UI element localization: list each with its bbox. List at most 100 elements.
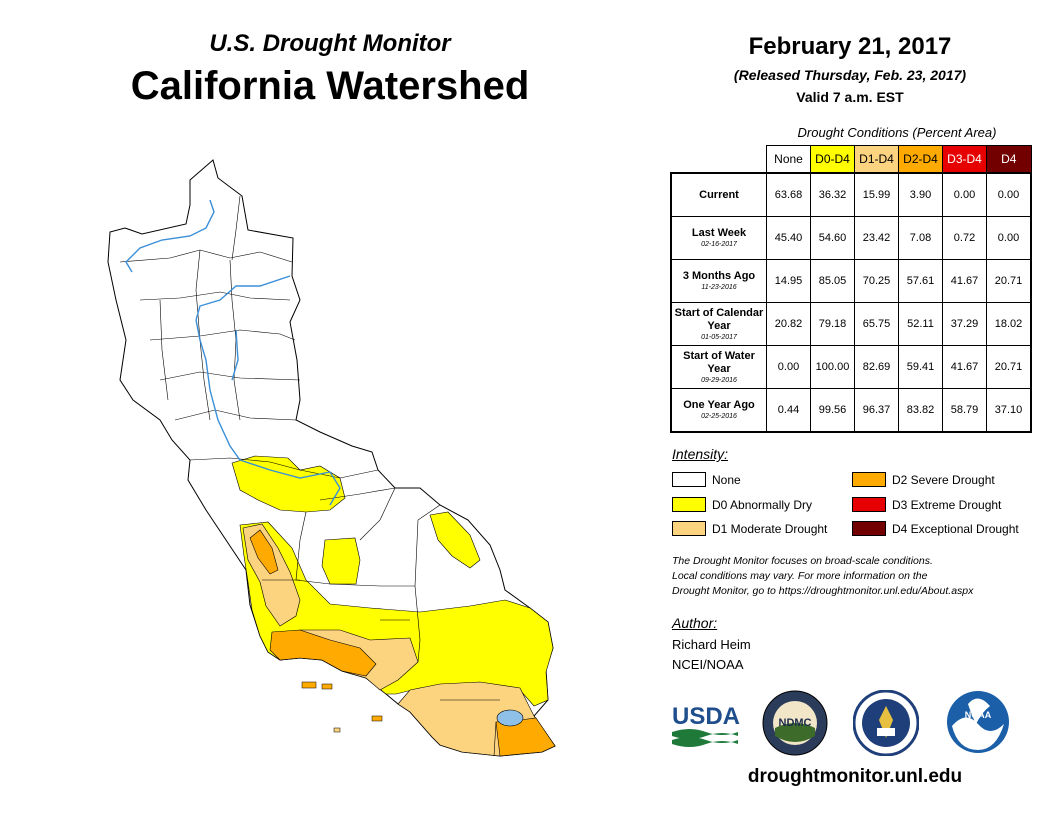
channel-islands	[301, 681, 383, 733]
table-cell: 65.75	[854, 302, 899, 346]
table-cell: 54.60	[810, 216, 855, 260]
column-header-d1-d4: D1-D4	[854, 145, 899, 174]
legend-label: D0 Abnormally Dry	[712, 497, 813, 512]
table-row: Start of Water Year 09-29-2016 0.00 100.00 8…	[670, 345, 1032, 389]
legend-item-d0: D0 Abnormally Dry	[672, 497, 812, 512]
table-cell: 37.29	[942, 302, 987, 346]
legend-item-d3: D3 Extreme Drought	[852, 497, 1001, 512]
row-date: 02-25-2016	[701, 413, 737, 420]
d0-area-east	[429, 511, 481, 569]
river-san-joaquin	[239, 459, 341, 506]
river-sacramento	[195, 319, 241, 461]
california-watershed-map	[107, 159, 556, 757]
ndmc-logo: NDMC	[762, 690, 828, 756]
valid-time: Valid 7 a.m. EST	[796, 89, 904, 105]
drought-table: None D0-D4 D1-D4 D2-D4 D3-D4 D4 Current 63.68 3…	[670, 145, 1032, 433]
table-row: Current 63.68 36.32 15.99 3.90 0.00 0.00	[670, 172, 1032, 217]
table-cell: 7.08	[898, 216, 943, 260]
row-date: 11-23-2016	[701, 284, 737, 291]
legend-swatch-d2	[852, 472, 886, 487]
row-label-text: Start of Calendar Year	[674, 306, 764, 332]
row-date: 02-16-2017	[701, 241, 737, 248]
row-label-text: Start of Water Year	[683, 349, 755, 375]
row-date: 09-29-2016	[701, 376, 737, 384]
legend-swatch-none	[672, 472, 706, 487]
legend-item-none: None	[672, 472, 741, 487]
column-header-d2-d4: D2-D4	[898, 145, 943, 174]
legend-label: D3 Extreme Drought	[892, 497, 1002, 512]
table-cell: 0.00	[766, 345, 811, 389]
map-title: California Watershed	[130, 64, 530, 108]
table-cell: 23.42	[854, 216, 899, 260]
legend-label: D1 Moderate Drought	[712, 521, 828, 536]
table-row: Start of Calendar Year 01-05-2017 20.82 79.…	[670, 302, 1032, 346]
legend-swatch-d0	[672, 497, 706, 512]
table-cell: 0.44	[766, 388, 811, 433]
legend-item-d4: D4 Exceptional Drought	[852, 521, 1019, 536]
river-klamath	[125, 199, 215, 273]
row-label-text: Current	[699, 188, 739, 201]
table-cell: 83.82	[898, 388, 943, 433]
salton-sea	[496, 709, 524, 727]
table-cell: 52.11	[898, 302, 943, 346]
footer-url[interactable]: droughtmonitor.unl.edu	[747, 766, 963, 787]
d2-area-mountain	[249, 529, 279, 575]
table-cell: 59.41	[898, 345, 943, 389]
table-cell: 20.71	[986, 259, 1032, 303]
d0-area-delta	[231, 455, 346, 513]
table-row: 3 Months Ago 11-23-2016 14.95 85.05 70.25 57.…	[670, 259, 1032, 303]
table-cell: 85.05	[810, 259, 855, 303]
table-cell: 0.00	[986, 172, 1032, 217]
table-cell: 20.82	[766, 302, 811, 346]
row-label: Last Week 02-16-2017	[670, 216, 767, 260]
drought-monitor-note: The Drought Monitor focuses on broad-sca…	[672, 554, 1042, 599]
legend-item-d1: D1 Moderate Drought	[672, 521, 827, 536]
table-cell: 99.56	[810, 388, 855, 433]
table-cell: 20.71	[986, 345, 1032, 389]
legend-swatch-d3	[852, 497, 886, 512]
legend-title: Intensity:	[672, 446, 729, 462]
rivers	[125, 199, 341, 506]
table-cell: 41.67	[942, 259, 987, 303]
row-label: Start of Water Year 09-29-2016	[670, 345, 767, 389]
d2-area-santa-barbara	[269, 629, 377, 677]
noaa-logo: NOAA	[947, 691, 1009, 753]
table-cell: 100.00	[810, 345, 855, 389]
row-label-text: One Year Ago	[683, 399, 755, 411]
legend-label: D2 Severe Drought	[892, 472, 995, 487]
river-pit	[195, 275, 291, 321]
table-cell: 37.10	[986, 388, 1032, 433]
subbasin-boundaries	[119, 195, 500, 757]
table-cell: 18.02	[986, 302, 1032, 346]
table-cell: 45.40	[766, 216, 811, 260]
map-date: February 21, 2017	[748, 33, 952, 60]
table-cell: 36.32	[810, 172, 855, 217]
column-header-d0-d4: D0-D4	[810, 145, 855, 174]
table-cell: 15.99	[854, 172, 899, 217]
table-cell: 58.79	[942, 388, 987, 433]
row-label: Current	[670, 172, 767, 217]
table-cell: 79.18	[810, 302, 855, 346]
legend-label: D4 Exceptional Drought	[892, 521, 1019, 536]
table-cell: 0.00	[942, 172, 987, 217]
legend-item-d2: D2 Severe Drought	[852, 472, 995, 487]
table-cell: 14.95	[766, 259, 811, 303]
row-label: One Year Ago 02-25-2016	[670, 388, 767, 433]
usda-logo: USDA	[672, 703, 740, 747]
table-cell: 41.67	[942, 345, 987, 389]
table-cell: 3.90	[898, 172, 943, 217]
row-label-text: 3 Months Ago	[682, 270, 756, 282]
note-line: Local conditions may vary. For more info…	[672, 570, 928, 582]
river-feather	[231, 329, 239, 381]
commerce-seal-logo	[853, 690, 919, 756]
table-cell: 0.00	[986, 216, 1032, 260]
table-row: One Year Ago 02-25-2016 0.44 99.56 96.37 83.8…	[670, 388, 1032, 433]
row-label: Start of Calendar Year 01-05-2017	[670, 302, 767, 346]
table-cell: 63.68	[766, 172, 811, 217]
legend-label: None	[712, 472, 741, 487]
note-line: Drought Monitor, go to https://droughtmo…	[672, 585, 974, 597]
row-label-text: Last Week	[691, 227, 747, 239]
svg-text:USDA: USDA	[672, 703, 740, 730]
table-cell: 96.37	[854, 388, 899, 433]
table-cell: 0.72	[942, 216, 987, 260]
